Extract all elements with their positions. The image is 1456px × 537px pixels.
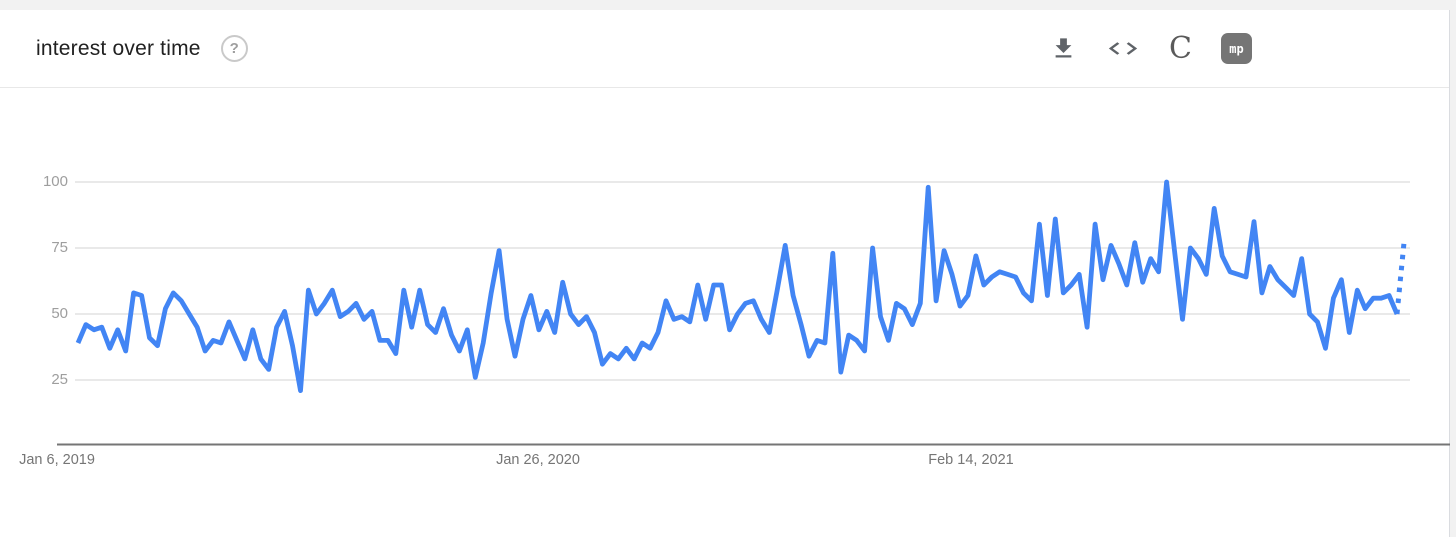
cite-button[interactable]: C [1169,30,1192,66]
trend-line [75,179,1400,394]
interest-over-time-card: interest over time ? C [0,10,1450,537]
trend-chart-svg[interactable] [0,88,1450,537]
code-angle-brackets-icon [1106,36,1140,61]
chart-region[interactable]: 100 75 50 25 Jan 6, 2019 Jan 26, 2020 Feb 14, … [0,88,1450,537]
card-header: interest over time ? C [0,10,1449,88]
trend-line-partial-dotted [1394,242,1407,315]
widget-title: interest over time [36,36,201,60]
download-icon [1050,35,1077,62]
download-button[interactable] [1050,35,1077,62]
serif-c-icon: C [1169,30,1192,66]
question-mark-glyph: ? [229,40,239,57]
mp-extension-badge[interactable]: mp [1221,33,1252,64]
header-actions: C mp [1050,33,1252,64]
help-icon[interactable]: ? [220,35,248,62]
embed-button[interactable] [1106,36,1140,61]
mp-badge-label: mp [1229,41,1244,56]
